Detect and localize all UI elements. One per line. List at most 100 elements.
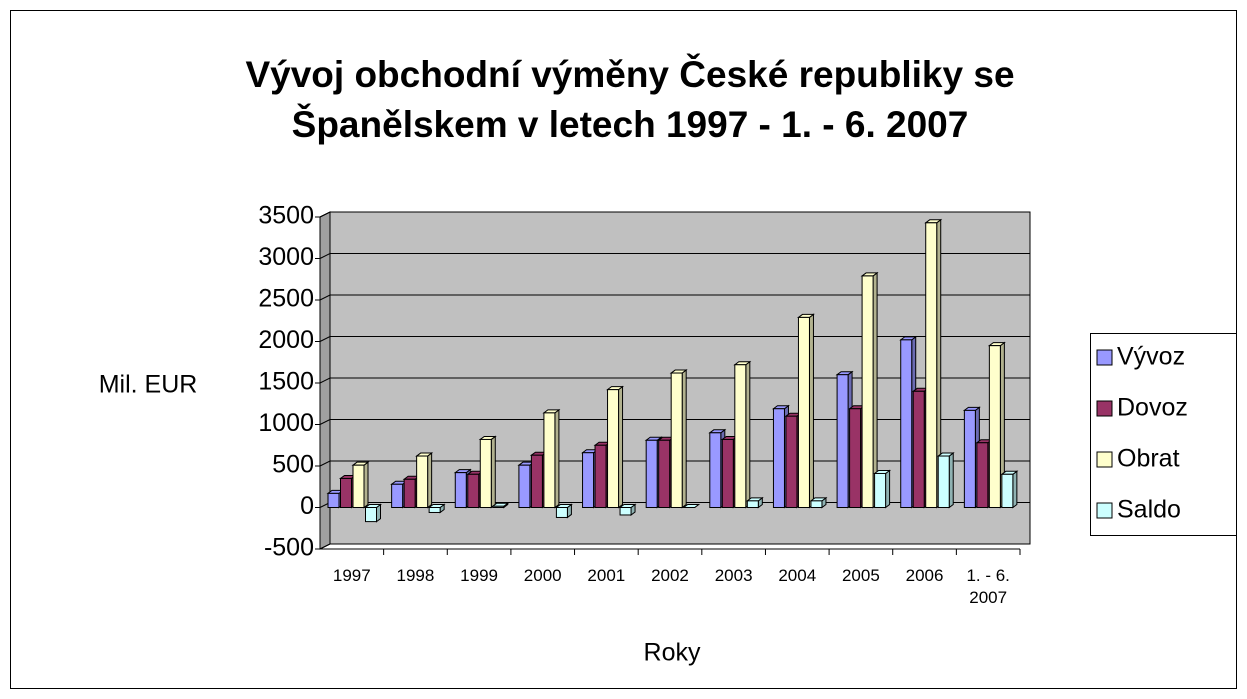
bar <box>607 389 620 509</box>
bar <box>836 374 849 509</box>
bar <box>937 455 950 509</box>
y-tick-label: 1000 <box>258 409 314 437</box>
bar <box>810 500 823 508</box>
legend <box>1090 333 1237 536</box>
category-box: 2006 <box>905 566 944 585</box>
bar-side <box>948 452 954 509</box>
bar <box>746 500 759 508</box>
bar-side <box>490 435 496 509</box>
bar <box>670 372 683 509</box>
legend-label: Saldo <box>1117 496 1181 524</box>
category-box: 2003 <box>714 566 753 585</box>
bar <box>963 409 976 509</box>
legend-label: Obrat <box>1117 445 1180 473</box>
grid-line <box>319 294 1030 301</box>
bar-side <box>1012 470 1018 509</box>
x-tick-label: 1. - 6. 2007 <box>966 566 1010 607</box>
bar <box>555 507 568 518</box>
bar <box>925 222 938 508</box>
x-tick-label: 2001 <box>587 566 626 585</box>
bar <box>582 452 595 508</box>
bar <box>403 478 416 508</box>
title-box: Vývoj obchodní výměny České republiky se… <box>245 54 1015 145</box>
y-tick-label: 1500 <box>258 368 314 396</box>
y-tick-label: 3000 <box>258 243 314 271</box>
bar <box>352 464 365 509</box>
bar <box>988 345 1001 508</box>
bar-side <box>808 313 814 509</box>
legend-swatch <box>1096 451 1113 468</box>
category-box: 2002 <box>651 566 689 585</box>
bar <box>658 439 671 508</box>
x-tick-label: 2004 <box>778 566 817 585</box>
grid-line <box>319 211 1030 218</box>
bar <box>772 408 785 509</box>
x-tick-label: 1999 <box>460 566 498 585</box>
bar <box>327 492 340 509</box>
bar <box>518 464 531 509</box>
legend-label: Dovoz <box>1117 394 1188 422</box>
legend-swatch <box>1096 400 1113 417</box>
bar <box>530 454 543 508</box>
bar <box>976 442 989 509</box>
bar <box>734 364 747 508</box>
bar <box>594 444 607 508</box>
category-box: 2000 <box>524 566 562 585</box>
x-tick-label: 2003 <box>714 566 753 585</box>
category-box: 1. - 6. 2007 <box>966 566 1010 607</box>
bar <box>861 275 874 508</box>
category-box: 1998 <box>396 566 435 585</box>
bar-side <box>554 408 560 509</box>
bar-side <box>681 369 687 509</box>
bar-side <box>618 385 624 509</box>
bar <box>721 438 734 508</box>
category-box: 1999 <box>460 566 498 585</box>
bar <box>797 316 810 508</box>
category-box: 2005 <box>841 566 880 585</box>
bar-side <box>427 452 433 509</box>
x-tick-label: 2005 <box>841 566 880 585</box>
x-tick-label: 2006 <box>905 566 944 585</box>
bar <box>874 472 887 508</box>
legend-swatch <box>1096 349 1113 366</box>
y-axis-label: Mil. EUR <box>99 371 198 399</box>
bar <box>849 408 862 509</box>
chart-title: Vývoj obchodní výměny České republiky se… <box>245 54 1015 145</box>
legend-label: Vývoz <box>1117 343 1185 371</box>
y-tick-label: 3500 <box>258 202 314 230</box>
bar-side <box>885 469 891 509</box>
bar <box>365 507 377 523</box>
grid-line <box>319 336 1030 342</box>
x-tick-label: 2002 <box>651 566 689 585</box>
bar <box>543 412 556 509</box>
bar <box>479 438 492 508</box>
bar <box>900 339 913 508</box>
bar <box>785 415 798 509</box>
bar-side <box>745 360 751 509</box>
y-tick-label: 2000 <box>258 326 314 354</box>
bar-top <box>682 504 701 508</box>
x-tick-label: 1997 <box>332 566 371 585</box>
y-tick-label: 500 <box>272 451 314 479</box>
bar <box>912 390 925 508</box>
bar <box>645 439 658 508</box>
bar <box>391 483 404 509</box>
y-tick-label: -500 <box>264 534 314 562</box>
x-tick-label: 1998 <box>396 566 435 585</box>
legend-swatch <box>1096 502 1113 519</box>
bar <box>492 505 505 509</box>
bar <box>619 507 632 516</box>
bar <box>1001 473 1014 508</box>
grid-line <box>319 543 1030 550</box>
category-box: 2001 <box>587 566 626 585</box>
grid-line <box>319 253 1030 259</box>
bar <box>709 432 722 508</box>
y-tick-label: 2500 <box>258 285 314 313</box>
bar-side <box>363 461 369 509</box>
bar <box>416 455 429 509</box>
bar <box>340 477 352 509</box>
bar <box>454 472 467 509</box>
bar <box>467 473 480 508</box>
y-tick-label: 0 <box>300 492 314 520</box>
